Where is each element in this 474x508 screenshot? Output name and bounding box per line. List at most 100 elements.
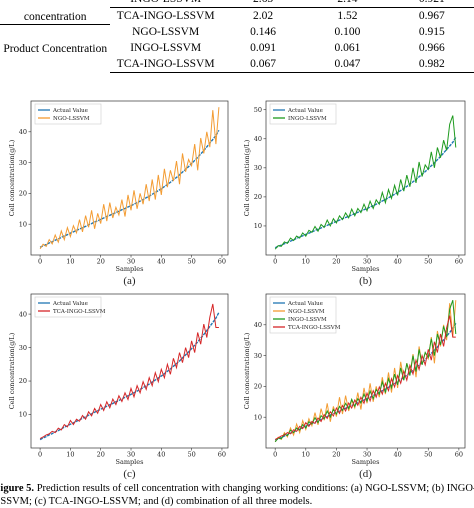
group-label: concentration (0, 0, 111, 25)
y-tick-label: 30 (254, 164, 262, 172)
y-tick-label: 20 (254, 193, 262, 201)
x-tick-label: 40 (394, 451, 402, 459)
table-cell: TCA-INGO-LSSVM (110, 56, 221, 73)
y-tick-label: 40 (254, 135, 262, 143)
x-axis-label: Samples (116, 265, 144, 273)
data-line (39, 312, 220, 441)
chart: 0 10 20 30 40 50 60 10 20 30 40 50 Samples Cell conce… (243, 100, 466, 287)
x-axis-label: Samples (116, 458, 144, 466)
table-cell: 0.966 (418, 42, 445, 54)
data-line (39, 129, 220, 248)
x-tick-label: 0 (273, 451, 277, 459)
y-tick-label: 20 (19, 190, 27, 198)
table-cell: 0.982 (389, 56, 474, 73)
figure-caption: Figure 5. Prediction results of cell con… (0, 482, 474, 508)
chart: 0 10 20 30 40 50 60 10 20 30 40 Samples Cell concent… (8, 100, 229, 287)
y-tick-label: 10 (254, 413, 262, 421)
plot-frame (265, 293, 466, 449)
table-row: INGO-LSSVM 0.091 0.061 0.966 (0, 40, 474, 56)
table-cell: 0.047 (305, 56, 390, 73)
chart: 0 10 20 30 40 50 60 10 20 30 40 Samples Cell concent… (243, 293, 466, 480)
legend-label: INGO-LSSVM (288, 116, 327, 122)
caption-text: Prediction results of cell concentration… (0, 483, 474, 507)
y-tick-label: 50 (254, 106, 262, 114)
panel-label: (d) (359, 468, 372, 480)
y-tick-label: 20 (19, 377, 27, 385)
legend-box (34, 103, 102, 125)
x-tick-label: 50 (187, 258, 195, 266)
panel-label: (a) (123, 275, 136, 287)
table-cell: 0.967 (418, 10, 445, 22)
table-cell: TCA-INGO-LSSVM (116, 10, 215, 22)
y-axis-label: Cell concentration(g/L) (8, 139, 16, 216)
x-tick-label: 40 (157, 451, 165, 459)
table-cell: 0.091 (250, 42, 277, 54)
y-tick-label: 40 (19, 128, 27, 136)
x-tick-label: 0 (38, 451, 42, 459)
y-tick-label: 10 (19, 220, 27, 228)
x-tick-label: 10 (302, 258, 310, 266)
table-cell: 0.915 (418, 26, 445, 38)
x-tick-label: 10 (302, 451, 310, 459)
x-tick-label: 30 (363, 258, 371, 266)
table-cell: 2.14 (305, 0, 390, 8)
data-line (274, 115, 457, 250)
table-cell: 0.146 (250, 26, 277, 38)
panel-label: (c) (123, 468, 136, 480)
table-cell: 2.02 (253, 10, 274, 22)
panel: 0 10 20 30 40 50 60 10 20 30 40 Samples Cell concent… (237, 288, 474, 483)
legend-label: Actual Value (52, 108, 88, 114)
y-tick-label: 40 (19, 310, 27, 318)
x-tick-label: 50 (424, 258, 432, 266)
plot-frame (265, 100, 466, 256)
panel: 0 10 20 30 40 50 60 10 20 30 40 Samples Cell concent… (0, 288, 237, 483)
legend-label: NGO-LSSVM (53, 116, 90, 122)
x-tick-label: 60 (218, 451, 226, 459)
table-cell: 0.100 (334, 26, 361, 38)
chart: 0 10 20 30 40 50 60 10 20 30 40 Samples Cell concent… (8, 293, 229, 480)
x-tick-label: 0 (38, 258, 42, 266)
legend-box (269, 103, 337, 125)
y-tick-label: 20 (254, 383, 262, 391)
x-tick-label: 20 (332, 258, 340, 266)
plot-frame (30, 293, 229, 449)
x-tick-label: 40 (394, 258, 402, 266)
x-tick-label: 30 (363, 451, 371, 459)
y-axis-label: Cell concentration(g/L) (243, 139, 251, 216)
legend-label: Actual Value (287, 301, 323, 307)
data-line (274, 136, 457, 249)
table-row: Product Concentration NGO-LSSVM 0.146 0.100… (0, 24, 474, 55)
table-cell: INGO-LSSVM (110, 0, 221, 8)
x-tick-label: 20 (97, 451, 105, 459)
table-cell: 1.52 (337, 10, 358, 22)
table-cell: 0.067 (220, 56, 306, 73)
legend-label: TCA-INGO-LSSVM (53, 309, 106, 315)
x-tick-label: 40 (157, 258, 165, 266)
x-tick-label: 10 (66, 451, 74, 459)
data-line (274, 315, 456, 440)
x-tick-label: 30 (127, 451, 135, 459)
table-row: TCA-INGO-LSSVM 2.02 1.52 0.967 (0, 8, 474, 25)
x-tick-label: 0 (273, 258, 277, 266)
x-tick-label: 60 (455, 451, 463, 459)
x-tick-label: 20 (332, 451, 340, 459)
y-axis-label: Cell concentration(g/L) (8, 332, 16, 409)
x-tick-label: 10 (66, 258, 74, 266)
table-cell: NGO-LSSVM (132, 26, 200, 38)
x-tick-label: 60 (218, 258, 226, 266)
y-tick-label: 10 (19, 411, 27, 419)
data-line (39, 107, 220, 250)
table-cell: 0.061 (334, 42, 361, 54)
x-tick-label: 50 (187, 451, 195, 459)
results-table: concentrationINGO-LSSVM2.632.140.921TCA-… (0, 0, 474, 73)
y-tick-label: 10 (254, 222, 262, 230)
caption-label: Figure 5. (0, 483, 35, 494)
x-axis-label: Samples (352, 458, 380, 466)
x-axis-label: Samples (352, 265, 380, 273)
panel: 0 10 20 30 40 50 60 10 20 30 40 50 Samples Cell conce… (237, 95, 474, 290)
legend-label: INGO-LSSVM (288, 317, 327, 323)
legend-label: Actual Value (287, 108, 323, 114)
x-tick-label: 60 (455, 258, 463, 266)
